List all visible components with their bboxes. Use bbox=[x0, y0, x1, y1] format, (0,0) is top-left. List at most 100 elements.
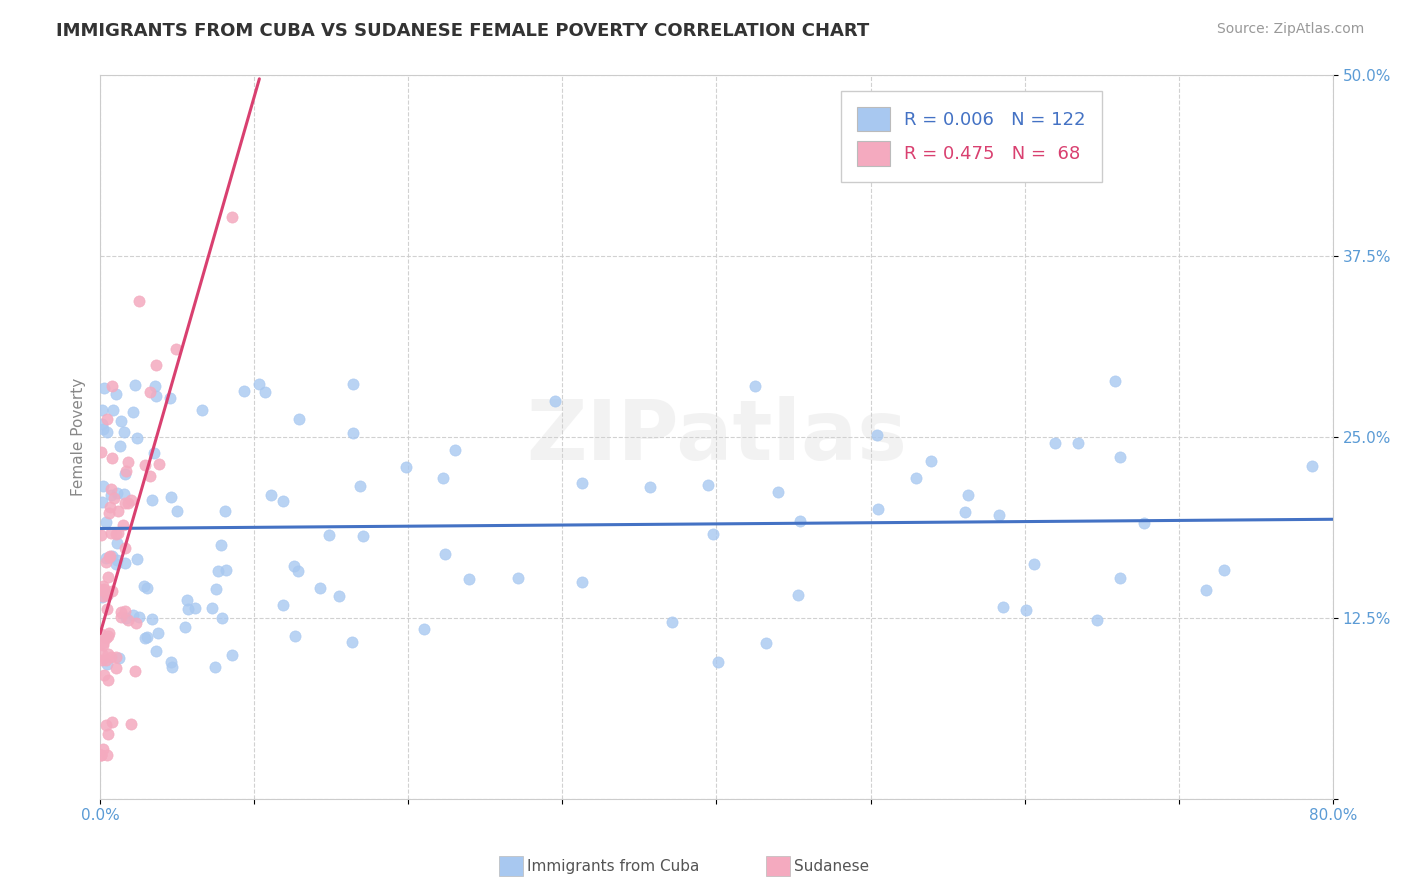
Point bbox=[120, 716, 142, 731]
Point bbox=[107, 504, 129, 518]
Point bbox=[96, 588, 118, 602]
Point bbox=[96, 425, 118, 439]
Point bbox=[91, 653, 114, 667]
Point bbox=[96, 588, 118, 602]
Point bbox=[94, 555, 117, 569]
Point bbox=[139, 384, 162, 399]
Point bbox=[702, 527, 724, 541]
Point bbox=[90, 748, 112, 763]
Point bbox=[273, 494, 295, 508]
Point bbox=[920, 454, 942, 468]
Point bbox=[115, 611, 138, 625]
Legend: R = 0.006   N = 122, R = 0.475   N =  68: R = 0.006 N = 122, R = 0.475 N = 68 bbox=[841, 91, 1102, 182]
Point bbox=[112, 487, 135, 501]
Point bbox=[135, 581, 157, 595]
Point bbox=[905, 471, 928, 485]
Point bbox=[283, 558, 305, 573]
Point bbox=[117, 613, 139, 627]
Point bbox=[103, 491, 125, 505]
Point bbox=[115, 464, 138, 478]
Point bbox=[101, 715, 124, 730]
Point bbox=[145, 379, 167, 393]
Point bbox=[100, 488, 122, 502]
Point bbox=[91, 636, 114, 650]
Point bbox=[145, 389, 167, 403]
Point bbox=[96, 602, 118, 616]
Point bbox=[432, 470, 454, 484]
Point bbox=[110, 414, 132, 428]
Point bbox=[93, 422, 115, 436]
Point bbox=[444, 442, 467, 457]
Point bbox=[1104, 374, 1126, 388]
Point bbox=[117, 455, 139, 469]
Point bbox=[90, 590, 112, 604]
Point bbox=[953, 505, 976, 519]
Point bbox=[122, 607, 145, 622]
Point bbox=[97, 570, 120, 584]
Point bbox=[318, 528, 340, 542]
Point bbox=[134, 631, 156, 645]
Point bbox=[1213, 563, 1236, 577]
Point bbox=[340, 634, 363, 648]
Point bbox=[141, 492, 163, 507]
Point bbox=[191, 403, 214, 417]
Point bbox=[184, 600, 207, 615]
Point bbox=[1133, 516, 1156, 531]
Point bbox=[173, 620, 195, 634]
Point bbox=[253, 385, 276, 400]
Point bbox=[201, 600, 224, 615]
Point bbox=[205, 582, 228, 596]
Point bbox=[101, 549, 124, 563]
Point bbox=[90, 627, 112, 641]
Point bbox=[107, 525, 129, 540]
Point bbox=[100, 482, 122, 496]
Point bbox=[97, 629, 120, 643]
Point bbox=[1022, 557, 1045, 571]
Point bbox=[177, 602, 200, 616]
Point bbox=[97, 550, 120, 565]
Point bbox=[128, 609, 150, 624]
Point bbox=[309, 581, 332, 595]
Point bbox=[342, 426, 364, 441]
Point bbox=[755, 636, 778, 650]
Point bbox=[160, 490, 183, 504]
Point bbox=[93, 589, 115, 603]
Point bbox=[125, 552, 148, 566]
Point bbox=[1043, 436, 1066, 450]
Point bbox=[105, 486, 128, 500]
Point bbox=[124, 664, 146, 678]
Text: Sudanese: Sudanese bbox=[794, 859, 869, 873]
Point bbox=[98, 506, 121, 520]
Point bbox=[90, 527, 112, 541]
Point bbox=[143, 446, 166, 460]
Point bbox=[114, 541, 136, 556]
Point bbox=[96, 411, 118, 425]
Point bbox=[94, 550, 117, 565]
Point bbox=[159, 391, 181, 405]
Point bbox=[707, 655, 730, 669]
Point bbox=[100, 549, 122, 564]
Point bbox=[209, 538, 232, 552]
Point bbox=[260, 488, 283, 502]
Point bbox=[97, 673, 120, 688]
Point bbox=[91, 417, 114, 431]
Point bbox=[91, 741, 114, 756]
Point bbox=[1015, 603, 1038, 617]
Point bbox=[1301, 459, 1323, 474]
Point bbox=[96, 726, 118, 740]
Point bbox=[287, 564, 309, 578]
Point bbox=[93, 582, 115, 596]
Point bbox=[165, 343, 187, 357]
Text: ZIPatlas: ZIPatlas bbox=[526, 396, 907, 477]
Point bbox=[160, 659, 183, 673]
Point bbox=[215, 563, 238, 577]
Point bbox=[90, 748, 112, 763]
Point bbox=[868, 502, 890, 516]
Point bbox=[91, 647, 114, 661]
Point bbox=[211, 610, 233, 624]
Point bbox=[544, 393, 567, 408]
Point bbox=[120, 493, 142, 508]
Point bbox=[204, 660, 226, 674]
Point bbox=[166, 504, 188, 518]
Point bbox=[90, 582, 112, 597]
